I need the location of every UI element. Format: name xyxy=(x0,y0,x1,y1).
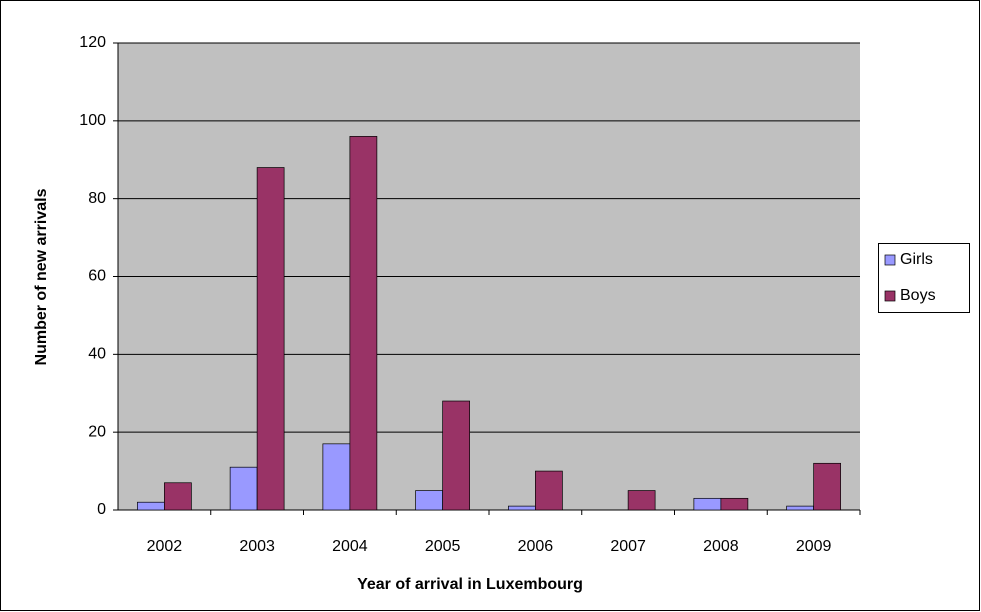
bar xyxy=(693,497,722,511)
legend-swatch xyxy=(884,254,896,266)
bar xyxy=(349,136,378,511)
bar xyxy=(813,462,841,511)
y-tick-label: 80 xyxy=(88,190,106,207)
x-tick-label: 2006 xyxy=(518,538,554,555)
bar xyxy=(442,400,470,511)
legend-label: Boys xyxy=(900,287,936,304)
x-tick-label: 2002 xyxy=(147,538,183,555)
bar xyxy=(786,505,814,511)
bar xyxy=(627,490,656,511)
x-tick-label: 2003 xyxy=(239,538,275,555)
bar xyxy=(508,505,536,511)
bar xyxy=(137,501,165,511)
x-tick-label: 2005 xyxy=(425,538,461,555)
bar xyxy=(720,497,749,511)
bar xyxy=(415,490,443,511)
y-tick-label: 40 xyxy=(88,346,106,363)
legend-label: Girls xyxy=(900,251,933,268)
y-tick-label: 100 xyxy=(79,112,106,129)
bar xyxy=(164,482,192,511)
x-tick-label: 2004 xyxy=(332,538,368,555)
y-tick-label: 120 xyxy=(79,34,106,51)
x-tick-label: 2009 xyxy=(796,538,832,555)
y-tick-label: 0 xyxy=(97,501,106,518)
bar xyxy=(256,167,285,511)
bar xyxy=(535,470,563,511)
bar xyxy=(322,443,351,511)
y-tick-label: 20 xyxy=(88,423,106,440)
y-axis-title: Number of new arrivals xyxy=(33,188,50,365)
legend-swatch xyxy=(884,290,896,302)
x-tick-label: 2007 xyxy=(610,538,646,555)
y-tick-label: 60 xyxy=(88,268,106,285)
x-tick-label: 2008 xyxy=(703,538,739,555)
x-axis-title: Year of arrival in Luxembourg xyxy=(357,576,583,593)
bar xyxy=(229,466,258,511)
